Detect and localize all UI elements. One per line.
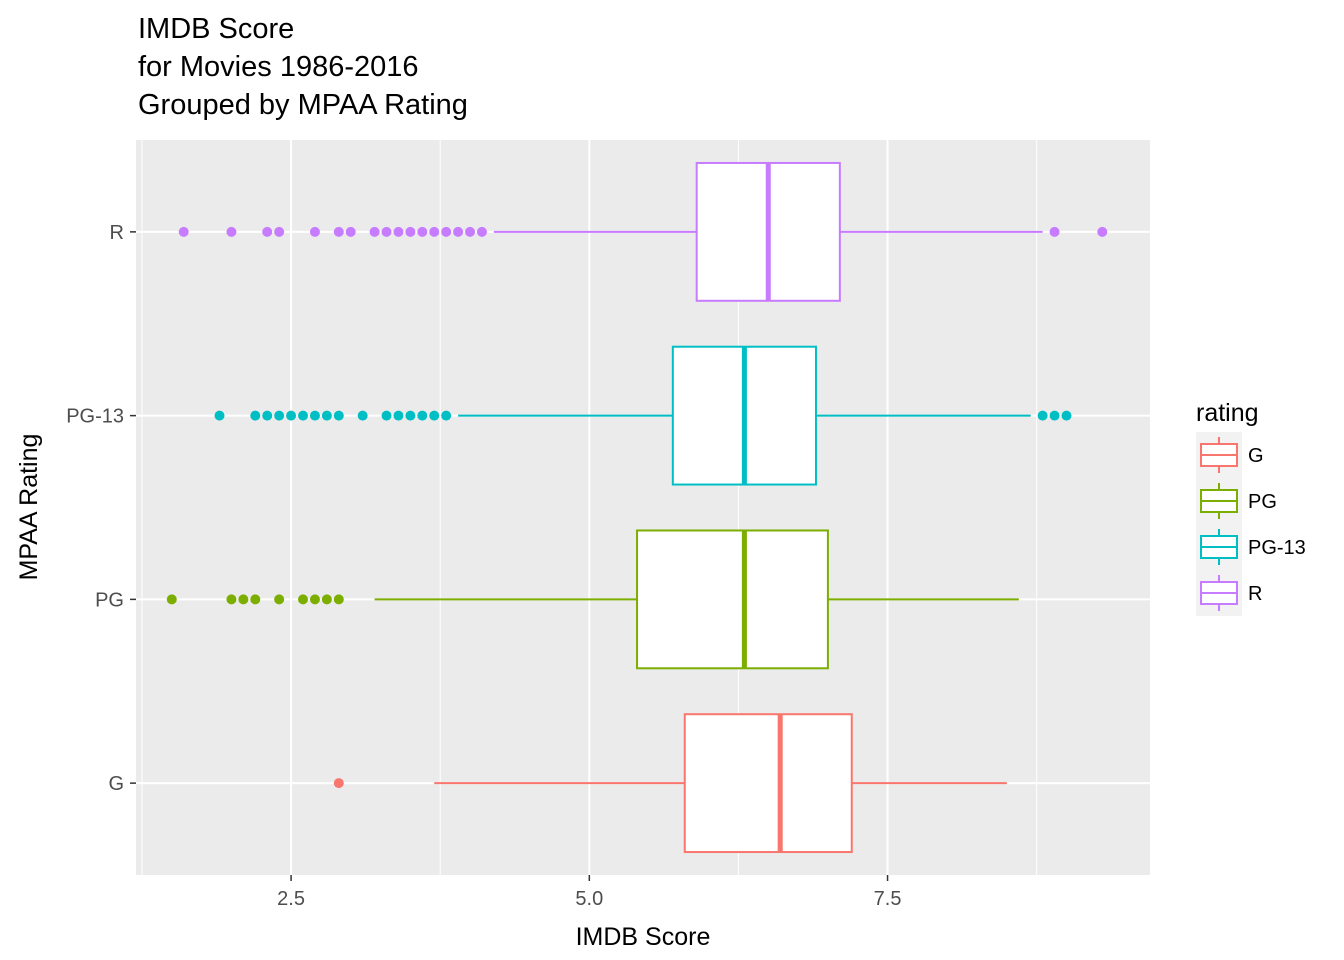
outlier-point: [333, 226, 344, 237]
y-tick-label: G: [108, 773, 124, 795]
outlier-point: [333, 594, 344, 605]
outlier-point: [441, 410, 452, 421]
boxplot-g: [333, 713, 1007, 854]
outlier-point: [453, 226, 464, 237]
legend-label: G: [1248, 445, 1264, 467]
outlier-point: [1097, 226, 1108, 237]
outlier-point: [214, 410, 225, 421]
outlier-point: [226, 226, 237, 237]
boxplot-pg: [166, 529, 1019, 670]
chart-title-line-2: for Movies 1986-2016: [138, 51, 419, 83]
outlier-point: [178, 226, 189, 237]
outlier-point: [429, 410, 440, 421]
y-tick-label: PG: [95, 589, 124, 611]
outlier-point: [405, 410, 416, 421]
x-tick-label: 7.5: [874, 888, 902, 910]
outlier-point: [286, 410, 297, 421]
outlier-point: [1049, 410, 1060, 421]
outlier-point: [274, 594, 285, 605]
legend: rating G PG PG-13 R: [1196, 399, 1306, 616]
outlier-point: [309, 594, 320, 605]
outlier-point: [393, 226, 404, 237]
outlier-point: [393, 410, 404, 421]
outlier-point: [381, 410, 392, 421]
outlier-point: [166, 594, 177, 605]
outlier-point: [345, 226, 356, 237]
outlier-point: [1049, 226, 1060, 237]
boxplot-r: [178, 161, 1108, 302]
outlier-point: [429, 226, 440, 237]
outlier-point: [417, 410, 428, 421]
legend-key-pg: [1196, 478, 1242, 524]
outlier-point: [309, 226, 320, 237]
outlier-point: [250, 410, 261, 421]
boxplot-pg-13: [214, 345, 1072, 486]
outlier-point: [333, 410, 344, 421]
outlier-point: [274, 226, 285, 237]
outlier-point: [238, 594, 249, 605]
legend-title: rating: [1196, 399, 1259, 427]
legend-label: R: [1248, 583, 1262, 605]
outlier-point: [333, 778, 344, 789]
x-axis-title: IMDB Score: [576, 923, 711, 951]
outlier-point: [309, 410, 320, 421]
box-iqr: [636, 529, 829, 670]
outlier-point: [321, 594, 332, 605]
plot-panel: [136, 140, 1150, 875]
outlier-point: [321, 410, 332, 421]
y-tick-label: PG-13: [66, 406, 124, 428]
outlier-point: [298, 594, 309, 605]
outlier-point: [405, 226, 416, 237]
x-tick-label: 5.0: [575, 888, 603, 910]
chart-title: IMDB Score for Movies 1986-2016 Grouped …: [138, 10, 468, 124]
outlier-point: [226, 594, 237, 605]
outlier-point: [274, 410, 285, 421]
outlier-point: [250, 594, 261, 605]
chart-title-line-3: Grouped by MPAA Rating: [138, 89, 468, 121]
outlier-point: [417, 226, 428, 237]
legend-key-r: [1196, 570, 1242, 616]
outlier-point: [298, 410, 309, 421]
outlier-point: [262, 226, 273, 237]
x-tick-label: 2.5: [277, 888, 305, 910]
legend-key-pg-13: [1196, 524, 1242, 570]
y-tick-label: R: [110, 222, 124, 244]
outlier-point: [381, 226, 392, 237]
chart-title-line-1: IMDB Score: [138, 13, 295, 45]
box-series: [166, 161, 1108, 854]
outlier-point: [357, 410, 368, 421]
outlier-point: [465, 226, 476, 237]
legend-label: PG-13: [1248, 537, 1306, 559]
outlier-point: [476, 226, 487, 237]
legend-key-g: [1196, 432, 1242, 478]
y-axis: G PG PG-13 R: [66, 222, 136, 795]
outlier-point: [369, 226, 380, 237]
outlier-point: [262, 410, 273, 421]
box-iqr: [683, 713, 853, 854]
y-axis-title: MPAA Rating: [15, 434, 43, 581]
outlier-point: [1037, 410, 1048, 421]
legend-label: PG: [1248, 491, 1277, 513]
outlier-point: [441, 226, 452, 237]
outlier-point: [1061, 410, 1072, 421]
x-axis: 2.5 5.0 7.5: [277, 875, 901, 910]
